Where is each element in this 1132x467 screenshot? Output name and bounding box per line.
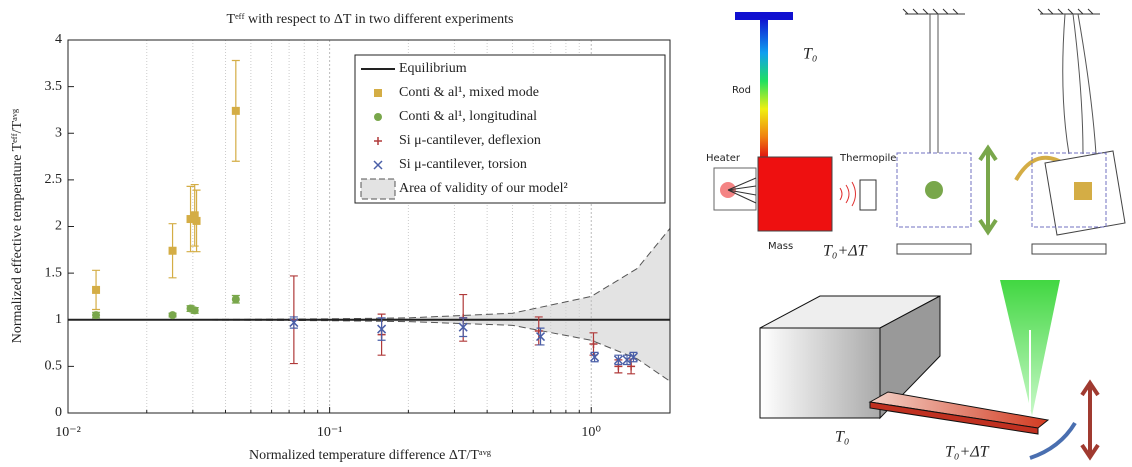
marker	[186, 215, 195, 224]
label-thermopile: Thermopile	[839, 153, 896, 164]
marker	[374, 113, 382, 121]
rays	[727, 177, 757, 204]
legend-label: Area of validity of our model²	[399, 181, 568, 196]
label-t0dt-bottom: T₀+ΔT	[945, 444, 990, 461]
beam-side	[869, 401, 1039, 435]
marker	[92, 311, 101, 320]
marker	[168, 311, 177, 320]
legend-label: Equilibrium	[399, 61, 467, 76]
chart-title: Tᵉᶠᶠ with respect to ΔT in two different…	[227, 12, 514, 27]
marker	[377, 324, 387, 334]
wires	[929, 14, 939, 154]
y-tick-label: 3.5	[45, 79, 63, 94]
base	[1031, 243, 1107, 255]
arrow-blue	[1029, 421, 1077, 460]
chip-front	[759, 327, 881, 419]
legend-label: Conti & al¹, longitudinal	[399, 109, 537, 124]
thermopile	[859, 179, 877, 211]
y-tick-label: 1.5	[45, 265, 63, 280]
x-axis-label: Normalized temperature difference ΔT/Tᵃᵛ…	[249, 448, 491, 463]
marker	[289, 318, 299, 328]
body-rest	[1031, 152, 1107, 228]
legend-label: Si μ-cantilever, deflexion	[399, 133, 541, 148]
plot: Tᵉᶠᶠ with respect to ΔT in two different…	[10, 12, 671, 463]
marker	[622, 355, 632, 365]
marker	[589, 339, 598, 348]
marker	[458, 322, 468, 332]
wires	[1062, 13, 1097, 155]
marker	[373, 160, 383, 170]
legend-label: Conti & al¹, mixed mode	[399, 85, 539, 100]
x-tick-label: 10⁻¹	[317, 425, 343, 440]
y-axis-label: Normalized effective temperature Tᵉᶠᶠ/Tᵃ…	[10, 109, 25, 343]
marker	[590, 352, 600, 362]
chip-side	[879, 295, 941, 420]
legend-box	[354, 54, 666, 204]
mode-square	[1074, 182, 1092, 200]
y-tick-label: 1	[55, 312, 62, 327]
marker	[168, 246, 177, 255]
marker	[231, 295, 240, 304]
diagram: T₀ Rod Heater Thermopile Mass T₀+ΔT T₀ T…	[706, 8, 1126, 461]
series	[289, 316, 638, 366]
y-tick-label: 3	[55, 125, 62, 140]
x-tick-label: 10⁻²	[55, 425, 81, 440]
y-tick-label: 2.5	[45, 172, 63, 187]
label-t0: T₀	[803, 46, 817, 63]
rod	[760, 18, 768, 158]
arrow-green	[978, 144, 998, 236]
series	[92, 294, 240, 320]
y-tick-label: 4	[55, 32, 62, 47]
series	[92, 59, 240, 311]
ceiling	[902, 8, 965, 15]
marker	[92, 285, 101, 294]
x-tick-label: 10⁰	[581, 425, 601, 440]
marker	[613, 355, 623, 365]
marker	[190, 211, 199, 220]
label-heater: Heater	[706, 153, 741, 164]
label-rod: Rod	[732, 85, 751, 96]
ceiling	[1037, 8, 1100, 15]
marker	[374, 137, 382, 145]
marker	[628, 352, 638, 362]
y-tick-label: 2	[55, 219, 62, 234]
arrow-red	[1080, 379, 1100, 461]
marker	[374, 89, 382, 97]
legend-label: Si μ-cantilever, torsion	[399, 157, 527, 172]
mode-circle	[925, 181, 943, 199]
mass	[757, 156, 833, 232]
label-t0-bottom: T₀	[835, 429, 849, 446]
marker	[536, 332, 546, 342]
y-tick-label: 0.5	[45, 359, 63, 374]
waves	[839, 181, 856, 207]
marker	[190, 306, 199, 315]
y-tick-label: 0	[55, 405, 62, 420]
rod-top	[735, 12, 793, 20]
label-t0dt: T₀+ΔT	[823, 243, 868, 260]
base	[896, 243, 972, 255]
legend-swatch	[360, 178, 396, 200]
marker	[192, 216, 201, 225]
label-mass: Mass	[768, 241, 793, 252]
marker	[231, 106, 240, 115]
